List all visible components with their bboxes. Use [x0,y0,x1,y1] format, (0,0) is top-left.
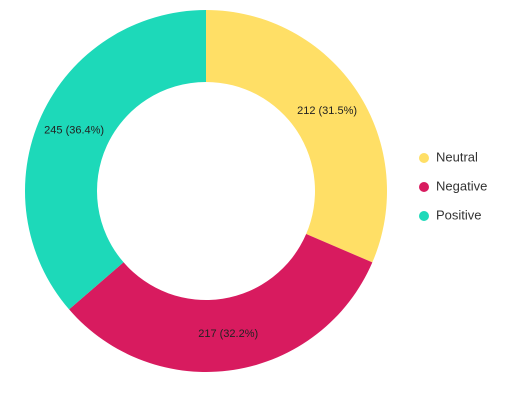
slice-negative[interactable] [69,233,373,372]
slice-label-neutral: 212 (31.5%) [297,105,357,117]
legend: Neutral Negative Positive [419,149,487,222]
slice-positive[interactable] [24,10,206,310]
legend-marker-neutral [419,153,429,163]
legend-label-positive: Positive [436,207,482,222]
legend-label-neutral: Neutral [436,149,478,164]
slice-label-positive: 245 (36.4%) [44,125,104,137]
legend-item-neutral[interactable]: Neutral [419,149,478,164]
legend-item-negative[interactable]: Negative [419,178,487,193]
legend-item-positive[interactable]: Positive [419,207,482,222]
legend-marker-negative [419,182,429,192]
slice-label-negative: 217 (32.2%) [198,328,258,340]
legend-marker-positive [419,211,429,221]
legend-label-negative: Negative [436,178,487,193]
donut-slices [24,10,388,372]
slice-labels: 212 (31.5%) 217 (32.2%) 245 (36.4%) [44,105,357,340]
slice-neutral[interactable] [206,10,388,263]
